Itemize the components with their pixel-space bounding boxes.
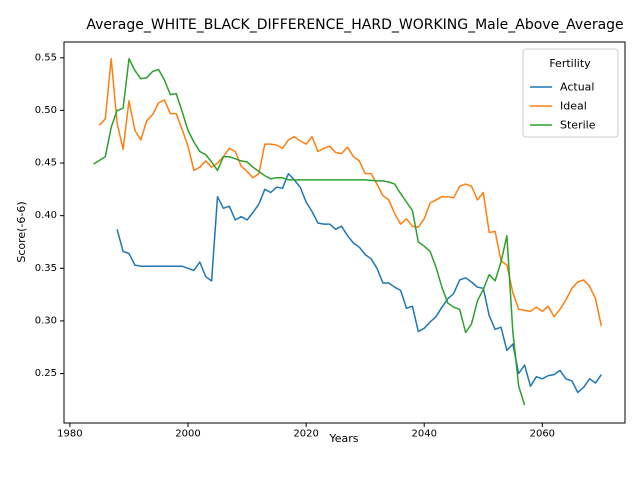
legend-label-sterile: Sterile [560, 119, 596, 132]
y-axis-label: Score(-6-6) [15, 201, 28, 262]
x-tick-label: 2060 [530, 428, 555, 439]
chart-title: Average_WHITE_BLACK_DIFFERENCE_HARD_WORK… [86, 17, 623, 33]
y-tick-label: 0.30 [35, 315, 57, 326]
plot-frame [63, 41, 626, 424]
x-tick-label: 2040 [411, 428, 436, 439]
x-tick-label: 2000 [175, 428, 200, 439]
series-line-ideal [98, 58, 603, 327]
series-line-actual [116, 172, 603, 394]
y-tick-label: 0.50 [35, 105, 57, 116]
legend-frame [522, 48, 619, 138]
legend: Fertility Actual Ideal Sterile [522, 48, 619, 138]
legend-label-ideal: Ideal [560, 100, 587, 113]
series-line-sterile [93, 58, 526, 406]
legend-title: Fertility [549, 57, 591, 70]
x-axis: 1980 2000 2020 2040 2060 [57, 423, 555, 439]
x-tick-label: 1980 [57, 428, 82, 439]
x-tick-label: 2020 [293, 428, 318, 439]
legend-label-actual: Actual [560, 81, 594, 94]
y-tick-label: 0.35 [35, 263, 57, 274]
plot-lines [93, 58, 603, 406]
y-tick-label: 0.55 [35, 52, 57, 63]
legend-items: Actual Ideal Sterile [530, 81, 596, 132]
x-axis-label: Years [328, 432, 358, 445]
y-tick-label: 0.45 [35, 158, 57, 169]
y-tick-label: 0.25 [35, 368, 57, 379]
y-axis: 0.25 0.30 0.35 0.40 0.45 0.50 0.55 [35, 52, 64, 379]
y-tick-label: 0.40 [35, 210, 57, 221]
